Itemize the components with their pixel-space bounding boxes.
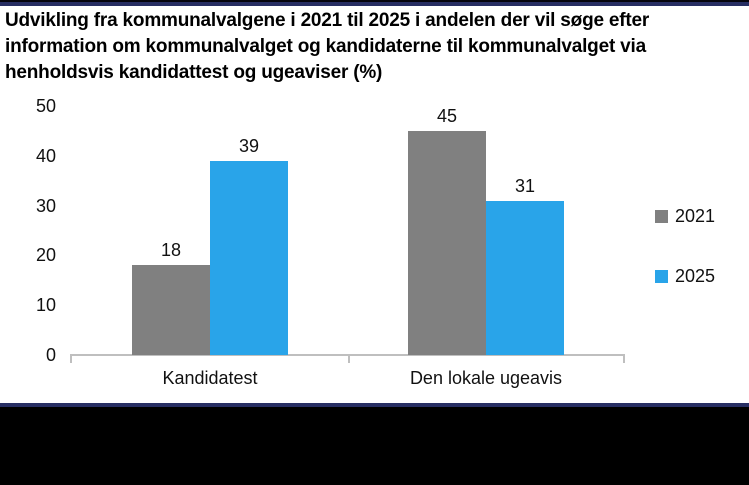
chart-title-line-3: henholdsvis kandidattest og ugeaviser (%…: [5, 62, 383, 83]
legend-swatch-2021: [655, 209, 668, 223]
y-axis-tick-label: 10: [35, 295, 56, 316]
y-axis-tick-label: 0: [45, 345, 56, 365]
legend-label-2021: 2021: [675, 206, 716, 226]
x-axis-tick: [623, 354, 625, 363]
legend-label-2025: 2025: [675, 266, 716, 286]
bar-value-label: 18: [160, 240, 182, 261]
legend-swatch-2025: [655, 269, 668, 283]
chart-title-line-2: information om kommunalvalget og kandida…: [5, 36, 646, 57]
bar-2025-kandidatest: [210, 160, 288, 355]
x-axis-category-label: Kandidatest: [162, 368, 258, 388]
chart-title: Udvikling fra kommunalvalgene i 2021 til…: [5, 8, 705, 86]
legend-item-2021: 2021: [655, 205, 715, 227]
bar-value-label: 45: [436, 105, 458, 126]
y-axis-tick-label: 40: [35, 145, 56, 166]
bar-value-label: 39: [238, 135, 260, 156]
y-axis-tick-label: 50: [35, 96, 56, 116]
bottom-black-panel: [0, 403, 749, 485]
y-axis-tick-label: 30: [35, 195, 56, 216]
top-accent-bar: [0, 0, 749, 6]
bar-2025-den-lokale-ugeavis: [486, 200, 564, 355]
x-axis-category-label: Den lokale ugeavis: [409, 368, 563, 388]
x-axis-line: [70, 354, 625, 356]
x-axis-tick: [348, 354, 350, 363]
bar-2021-den-lokale-ugeavis: [408, 130, 486, 355]
y-axis-tick-label: 20: [35, 245, 56, 266]
legend-item-2025: 2025: [655, 265, 715, 287]
chart-title-line-1: Udvikling fra kommunalvalgene i 2021 til…: [5, 10, 650, 31]
x-axis-tick: [70, 354, 72, 363]
bar-2021-kandidatest: [132, 265, 210, 355]
bar-value-label: 31: [514, 175, 536, 196]
